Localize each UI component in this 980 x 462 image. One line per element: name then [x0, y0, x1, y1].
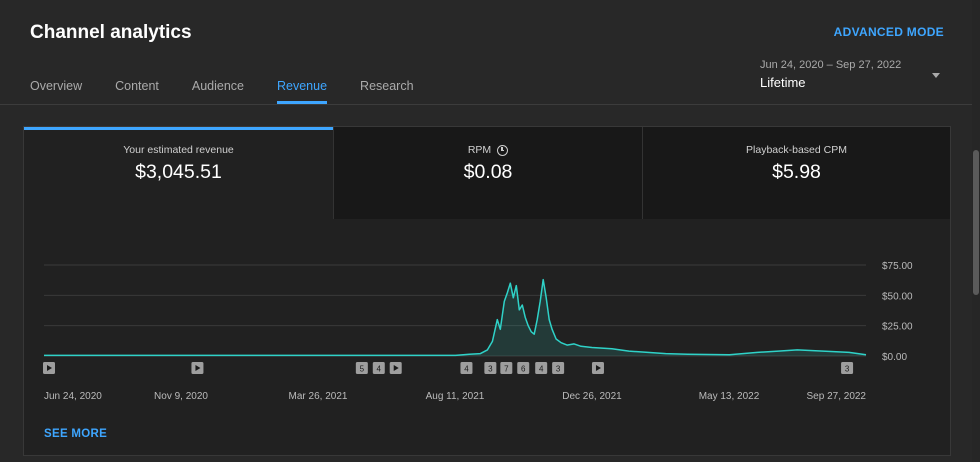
video-count-marker: 6 — [517, 362, 530, 374]
tab-audience[interactable]: Audience — [191, 79, 244, 93]
metric-label-row: RPM — [334, 144, 642, 156]
svg-text:5: 5 — [360, 365, 365, 374]
y-tick-label: $50.00 — [882, 291, 913, 302]
metric-label: Playback-based CPM — [746, 144, 847, 156]
advanced-mode-button[interactable]: ADVANCED MODE — [833, 25, 944, 39]
svg-text:6: 6 — [521, 365, 526, 374]
revenue-area — [44, 279, 866, 356]
video-count-marker: 5 — [355, 362, 368, 374]
video-marker-icon — [43, 362, 55, 374]
video-count-marker: 7 — [500, 362, 513, 374]
clock-icon — [497, 144, 509, 156]
revenue-card: Your estimated revenue $3,045.51 RPM $0.… — [23, 126, 951, 456]
date-range-picker[interactable]: Jun 24, 2020 – Sep 27, 2022 Lifetime — [760, 59, 944, 95]
video-count-marker: 4 — [535, 362, 548, 374]
tabs-divider — [0, 104, 980, 105]
svg-text:4: 4 — [464, 365, 469, 374]
see-more-link[interactable]: SEE MORE — [44, 428, 108, 440]
video-marker-icon — [389, 362, 402, 374]
tab-overview[interactable]: Overview — [30, 79, 83, 93]
dropdown-caret-icon — [932, 73, 940, 78]
video-count-marker: 4 — [372, 362, 385, 374]
x-tick-label: Mar 26, 2021 — [289, 391, 348, 402]
metric-value: $0.08 — [463, 161, 513, 183]
x-tick-label: May 13, 2022 — [699, 391, 760, 402]
metric-playback-cpm[interactable]: Playback-based CPM $5.98 — [642, 127, 950, 219]
svg-text:3: 3 — [488, 365, 493, 374]
metric-label: Your estimated revenue — [123, 144, 234, 156]
tab-bar: Overview Content Audience Revenue Resear… — [0, 68, 414, 104]
tab-content[interactable]: Content — [115, 79, 159, 93]
page-title: Channel analytics — [30, 22, 192, 43]
x-tick-label: Jun 24, 2020 — [44, 391, 102, 402]
x-tick-label: Nov 9, 2020 — [154, 391, 208, 402]
metric-value: $3,045.51 — [135, 161, 222, 183]
y-tick-label: $0.00 — [882, 352, 907, 363]
x-tick-label: Aug 11, 2021 — [426, 391, 485, 402]
y-tick-label: $25.00 — [882, 322, 913, 333]
svg-text:4: 4 — [539, 365, 544, 374]
video-count-marker: 3 — [841, 362, 854, 374]
video-marker-icon — [191, 362, 204, 374]
video-marker-icon — [591, 362, 604, 374]
revenue-chart: $75.00 $50.00 $25.00 $0.00 5 4 4 3 7 6 4 3 3 Jun 24, … — [43, 261, 913, 402]
date-range-preset: Lifetime — [760, 75, 806, 90]
scroll-thumb[interactable] — [973, 150, 979, 295]
metric-estimated-revenue[interactable]: Your estimated revenue $3,045.51 — [24, 127, 333, 219]
scrollbar[interactable] — [972, 0, 980, 462]
video-count-marker: 4 — [460, 362, 473, 374]
svg-text:7: 7 — [504, 365, 509, 374]
metric-value: $5.98 — [772, 161, 821, 183]
x-tick-label: Dec 26, 2021 — [562, 391, 622, 402]
video-count-marker: 3 — [552, 362, 565, 374]
svg-text:3: 3 — [556, 365, 561, 374]
tab-revenue[interactable]: Revenue — [277, 68, 328, 104]
y-tick-label: $75.00 — [882, 261, 913, 272]
revenue-line — [44, 278, 867, 357]
metric-label: RPM — [467, 144, 492, 156]
svg-text:3: 3 — [845, 365, 850, 374]
date-range-text: Jun 24, 2020 – Sep 27, 2022 — [760, 59, 902, 71]
tab-research[interactable]: Research — [360, 79, 414, 93]
video-count-marker: 3 — [484, 362, 497, 374]
metric-rpm[interactable]: RPM $0.08 — [333, 127, 642, 219]
svg-text:4: 4 — [377, 365, 382, 374]
x-tick-label: Sep 27, 2022 — [807, 391, 867, 402]
